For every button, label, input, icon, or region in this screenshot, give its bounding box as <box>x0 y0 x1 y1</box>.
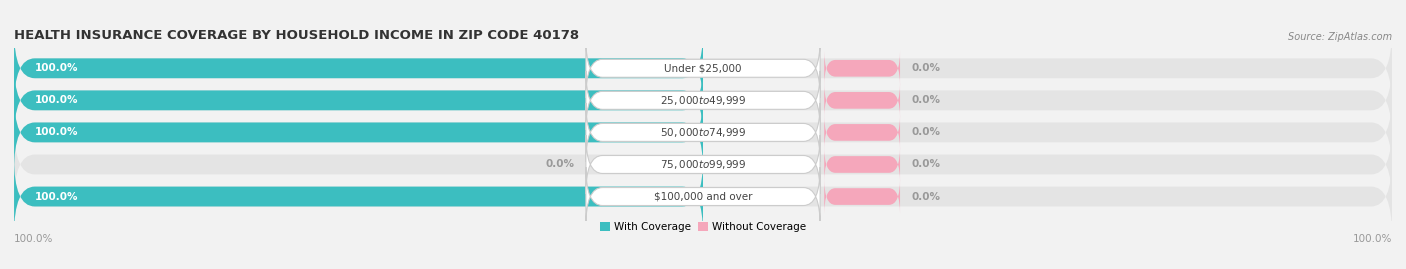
FancyBboxPatch shape <box>824 179 900 214</box>
Text: Source: ZipAtlas.com: Source: ZipAtlas.com <box>1288 31 1392 41</box>
Text: 100.0%: 100.0% <box>35 128 79 137</box>
FancyBboxPatch shape <box>586 135 820 194</box>
Text: 100.0%: 100.0% <box>35 63 79 73</box>
FancyBboxPatch shape <box>14 94 1392 171</box>
Text: Under $25,000: Under $25,000 <box>664 63 742 73</box>
FancyBboxPatch shape <box>14 62 703 139</box>
Text: 0.0%: 0.0% <box>546 160 575 169</box>
FancyBboxPatch shape <box>586 71 820 130</box>
FancyBboxPatch shape <box>586 167 820 226</box>
FancyBboxPatch shape <box>14 158 1392 235</box>
Legend: With Coverage, Without Coverage: With Coverage, Without Coverage <box>596 218 810 236</box>
Text: 100.0%: 100.0% <box>14 234 53 244</box>
Text: 100.0%: 100.0% <box>1353 234 1392 244</box>
FancyBboxPatch shape <box>14 30 1392 107</box>
FancyBboxPatch shape <box>14 158 703 235</box>
Text: $50,000 to $74,999: $50,000 to $74,999 <box>659 126 747 139</box>
FancyBboxPatch shape <box>824 83 900 118</box>
FancyBboxPatch shape <box>14 94 703 171</box>
Text: 0.0%: 0.0% <box>911 160 941 169</box>
Text: 100.0%: 100.0% <box>35 95 79 105</box>
Text: 0.0%: 0.0% <box>911 128 941 137</box>
Text: HEALTH INSURANCE COVERAGE BY HOUSEHOLD INCOME IN ZIP CODE 40178: HEALTH INSURANCE COVERAGE BY HOUSEHOLD I… <box>14 29 579 41</box>
FancyBboxPatch shape <box>824 115 900 150</box>
FancyBboxPatch shape <box>586 39 820 98</box>
FancyBboxPatch shape <box>14 126 1392 203</box>
FancyBboxPatch shape <box>14 30 703 107</box>
Text: $75,000 to $99,999: $75,000 to $99,999 <box>659 158 747 171</box>
Text: 100.0%: 100.0% <box>35 192 79 201</box>
FancyBboxPatch shape <box>824 147 900 182</box>
FancyBboxPatch shape <box>824 51 900 86</box>
FancyBboxPatch shape <box>14 62 1392 139</box>
FancyBboxPatch shape <box>586 103 820 162</box>
Text: 0.0%: 0.0% <box>911 95 941 105</box>
Text: 0.0%: 0.0% <box>911 192 941 201</box>
Text: 0.0%: 0.0% <box>911 63 941 73</box>
Text: $25,000 to $49,999: $25,000 to $49,999 <box>659 94 747 107</box>
Text: $100,000 and over: $100,000 and over <box>654 192 752 201</box>
